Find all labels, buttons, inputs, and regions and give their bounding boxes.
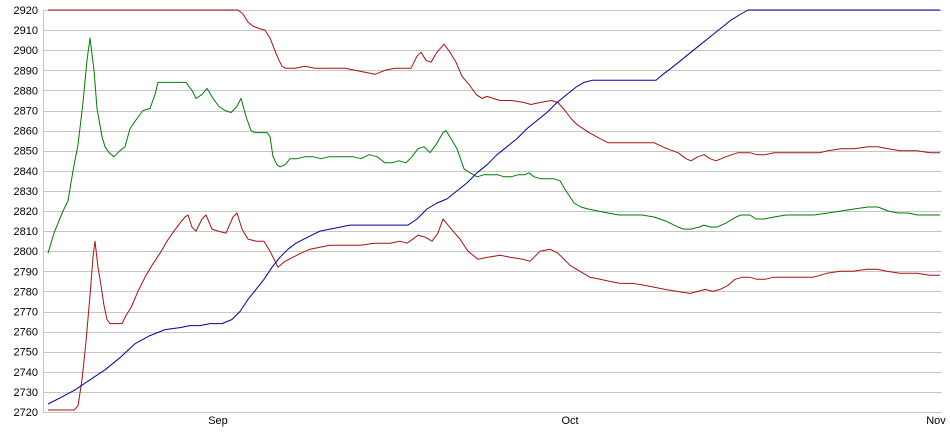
y-tick-label: 2780: [14, 286, 38, 298]
y-tick-label: 2910: [14, 25, 38, 37]
series-lower-band-dark-red: [48, 212, 940, 411]
series-lines: [47, 9, 940, 411]
y-tick-label: 2720: [14, 407, 38, 419]
y-gridlines: [43, 10, 942, 413]
y-tick-label: 2810: [14, 226, 38, 238]
y-tick-label: 2850: [14, 146, 38, 158]
y-tick-label: 2880: [14, 85, 38, 97]
y-tick-label: 2730: [14, 387, 38, 399]
x-tick-label: Sep: [208, 415, 228, 427]
y-tick-label: 2830: [14, 186, 38, 198]
y-tick-label: 2820: [14, 206, 38, 218]
y-tick-label: 2770: [14, 307, 38, 319]
y-axis-labels: 2920 2910 2900 2890 2880 2870 2860 2850 2840 2830…: [14, 5, 38, 419]
y-tick-label: 2790: [14, 266, 38, 278]
x-tick-label: Nov: [926, 415, 946, 427]
y-tick-label: 2870: [14, 106, 38, 118]
y-tick-label: 2750: [14, 347, 38, 359]
y-tick-label: 2740: [14, 367, 38, 379]
y-tick-label: 2920: [14, 5, 38, 17]
y-tick-label: 2800: [14, 246, 38, 258]
y-tick-label: 2840: [14, 166, 38, 178]
y-tick-label: 2760: [14, 327, 38, 339]
series-mid-line-green: [47, 37, 940, 254]
y-tick-label: 2890: [14, 65, 38, 77]
y-tick-label: 2900: [14, 45, 38, 57]
x-axis-labels: Sep Oct Nov: [208, 415, 946, 427]
axes: [43, 10, 942, 413]
series-upper-band-dark-red: [48, 9, 940, 162]
series-trend-line-blue: [47, 9, 940, 405]
x-tick-label: Oct: [561, 415, 578, 427]
y-tick-label: 2860: [14, 126, 38, 138]
